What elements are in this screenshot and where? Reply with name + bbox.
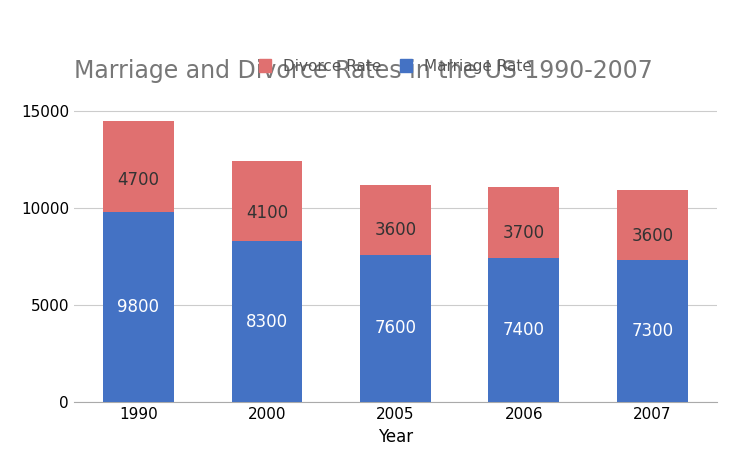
Bar	[617, 191, 687, 260]
Legend: Divorce Rate, Marriage Rate: Divorce Rate, Marriage Rate	[259, 58, 532, 74]
Bar	[103, 212, 174, 402]
Text: 4100: 4100	[246, 204, 288, 222]
Bar	[231, 241, 302, 402]
Bar	[488, 258, 559, 402]
Bar	[231, 161, 302, 241]
Text: 9800: 9800	[118, 298, 160, 316]
Text: 7400: 7400	[503, 321, 545, 339]
Bar	[360, 255, 431, 402]
Text: 3600: 3600	[374, 221, 417, 239]
Text: Marriage and Divorce Rates in the US 1990-2007: Marriage and Divorce Rates in the US 199…	[74, 58, 653, 83]
Bar	[103, 121, 174, 212]
Text: 3700: 3700	[503, 224, 545, 242]
Bar	[488, 186, 559, 258]
Text: 7600: 7600	[375, 319, 416, 337]
X-axis label: Year: Year	[378, 428, 413, 446]
Text: 7300: 7300	[631, 322, 673, 340]
Bar	[360, 185, 431, 255]
Bar	[617, 260, 687, 402]
Text: 3600: 3600	[631, 227, 673, 245]
Text: 4700: 4700	[118, 171, 160, 189]
Text: 8300: 8300	[246, 313, 288, 330]
